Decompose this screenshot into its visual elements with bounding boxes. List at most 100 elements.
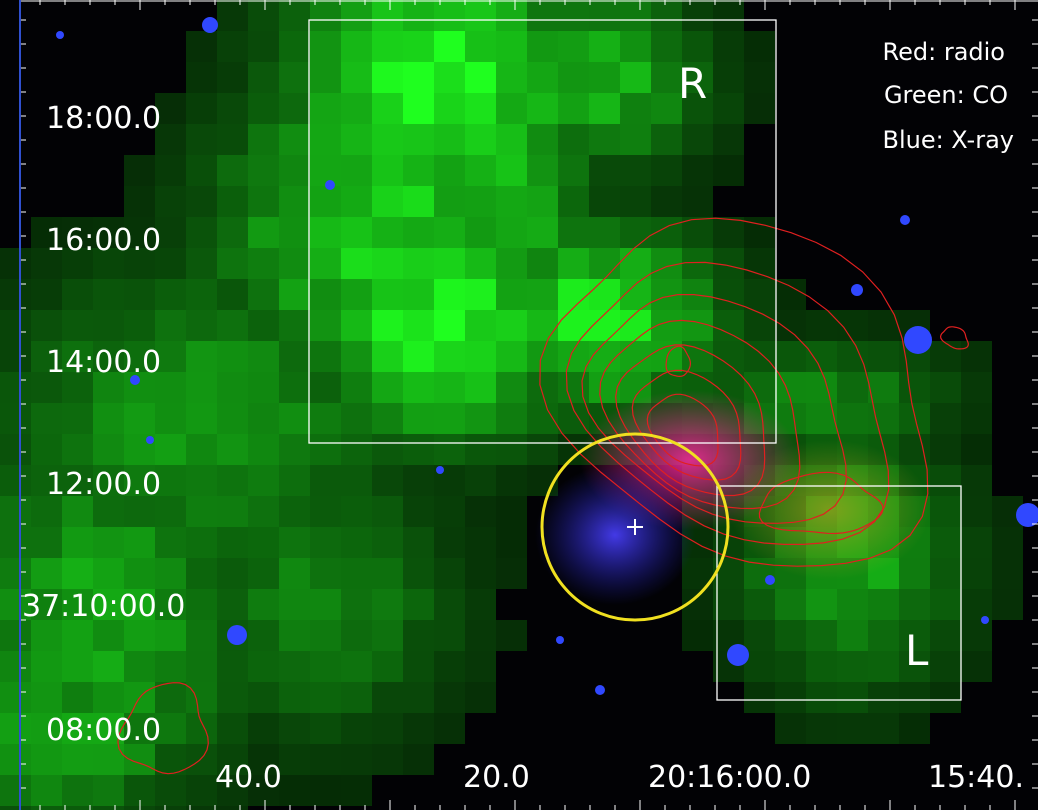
- co-pixel: [0, 651, 31, 682]
- co-pixel: [403, 31, 434, 62]
- co-pixel: [403, 620, 434, 651]
- co-pixel: [403, 496, 434, 527]
- co-pixel: [124, 155, 155, 186]
- co-pixel: [713, 31, 744, 62]
- co-pixel: [496, 248, 527, 279]
- co-pixel: [961, 589, 992, 620]
- co-pixel: [465, 465, 496, 496]
- co-pixel: [341, 434, 372, 465]
- x-axis-label: 20:16:00.0: [648, 760, 811, 795]
- co-pixel: [155, 403, 186, 434]
- co-pixel: [341, 341, 372, 372]
- co-pixel: [124, 186, 155, 217]
- co-pixel: [775, 589, 806, 620]
- co-pixel: [465, 124, 496, 155]
- xray-source: [227, 625, 247, 645]
- co-pixel: [434, 434, 465, 465]
- xray-source: [436, 466, 444, 474]
- co-pixel: [310, 589, 341, 620]
- co-pixel: [434, 403, 465, 434]
- co-pixel: [248, 589, 279, 620]
- co-pixel: [930, 434, 961, 465]
- co-pixel: [465, 434, 496, 465]
- co-pixel: [899, 558, 930, 589]
- co-pixel: [527, 310, 558, 341]
- co-pixel: [496, 310, 527, 341]
- co-pixel: [341, 93, 372, 124]
- co-pixel: [744, 589, 775, 620]
- co-pixel: [186, 775, 217, 806]
- co-pixel: [341, 279, 372, 310]
- co-pixel: [434, 527, 465, 558]
- co-pixel: [372, 403, 403, 434]
- co-pixel: [186, 186, 217, 217]
- co-pixel: [372, 744, 403, 775]
- co-pixel: [465, 403, 496, 434]
- co-pixel: [124, 620, 155, 651]
- region-label: L: [905, 626, 929, 675]
- co-pixel: [558, 93, 589, 124]
- co-pixel: [930, 527, 961, 558]
- co-pixel: [0, 341, 31, 372]
- co-pixel: [620, 217, 651, 248]
- co-pixel: [93, 527, 124, 558]
- co-pixel: [186, 124, 217, 155]
- co-pixel: [217, 248, 248, 279]
- co-pixel: [341, 248, 372, 279]
- legend-entry: Blue: X-ray: [882, 126, 1014, 154]
- co-pixel: [124, 403, 155, 434]
- co-pixel: [465, 248, 496, 279]
- co-pixel: [651, 155, 682, 186]
- co-pixel: [93, 279, 124, 310]
- co-pixel: [558, 372, 589, 403]
- co-pixel: [372, 620, 403, 651]
- co-pixel: [527, 372, 558, 403]
- co-pixel: [248, 186, 279, 217]
- co-pixel: [62, 558, 93, 589]
- co-pixel: [899, 682, 930, 713]
- co-pixel: [403, 682, 434, 713]
- co-pixel: [31, 806, 62, 810]
- co-pixel: [651, 124, 682, 155]
- co-pixel: [961, 403, 992, 434]
- co-pixel: [527, 31, 558, 62]
- co-pixel: [310, 434, 341, 465]
- co-pixel: [713, 310, 744, 341]
- co-pixel: [93, 403, 124, 434]
- co-pixel: [558, 124, 589, 155]
- y-axis-label: 14:00.0: [46, 345, 161, 380]
- co-pixel: [217, 310, 248, 341]
- co-pixel: [155, 310, 186, 341]
- co-pixel: [372, 651, 403, 682]
- co-pixel: [217, 496, 248, 527]
- co-pixel: [496, 279, 527, 310]
- co-pixel: [310, 217, 341, 248]
- co-pixel: [589, 248, 620, 279]
- co-pixel: [186, 217, 217, 248]
- co-pixel: [558, 0, 589, 31]
- co-pixel: [310, 186, 341, 217]
- co-pixel: [930, 496, 961, 527]
- co-pixel: [155, 434, 186, 465]
- co-pixel: [682, 155, 713, 186]
- co-pixel: [310, 620, 341, 651]
- co-pixel: [930, 341, 961, 372]
- co-pixel: [31, 434, 62, 465]
- co-pixel: [217, 589, 248, 620]
- co-pixel: [0, 434, 31, 465]
- co-pixel: [279, 589, 310, 620]
- co-pixel: [217, 93, 248, 124]
- co-pixel: [744, 310, 775, 341]
- co-pixel: [124, 558, 155, 589]
- y-axis-label: 08:00.0: [46, 713, 161, 748]
- co-pixel: [31, 620, 62, 651]
- co-pixel: [372, 527, 403, 558]
- co-pixel: [217, 651, 248, 682]
- co-pixel: [930, 682, 961, 713]
- co-pixel: [217, 341, 248, 372]
- co-pixel: [620, 310, 651, 341]
- co-pixel: [589, 279, 620, 310]
- co-pixel: [248, 217, 279, 248]
- co-pixel: [279, 310, 310, 341]
- co-pixel: [248, 558, 279, 589]
